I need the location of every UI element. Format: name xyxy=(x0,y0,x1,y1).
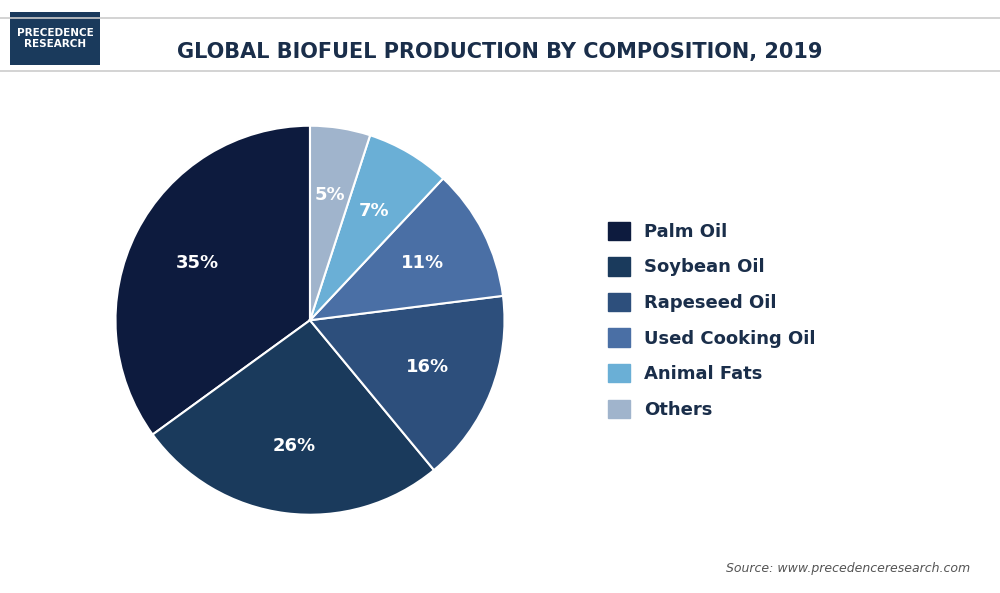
Wedge shape xyxy=(115,126,310,435)
Text: 35%: 35% xyxy=(176,254,219,272)
Text: Source: www.precedenceresearch.com: Source: www.precedenceresearch.com xyxy=(726,562,970,575)
Wedge shape xyxy=(310,296,505,470)
Text: 5%: 5% xyxy=(314,186,345,205)
Text: PRECEDENCE
RESEARCH: PRECEDENCE RESEARCH xyxy=(17,28,93,49)
Text: 16%: 16% xyxy=(406,358,449,376)
Wedge shape xyxy=(310,126,370,320)
Text: 7%: 7% xyxy=(359,202,390,221)
Wedge shape xyxy=(153,320,434,515)
Wedge shape xyxy=(310,178,503,320)
Text: 26%: 26% xyxy=(273,436,316,455)
Legend: Palm Oil, Soybean Oil, Rapeseed Oil, Used Cooking Oil, Animal Fats, Others: Palm Oil, Soybean Oil, Rapeseed Oil, Use… xyxy=(601,214,823,426)
Wedge shape xyxy=(310,135,443,320)
Text: 11%: 11% xyxy=(401,254,444,272)
Text: GLOBAL BIOFUEL PRODUCTION BY COMPOSITION, 2019: GLOBAL BIOFUEL PRODUCTION BY COMPOSITION… xyxy=(177,42,823,62)
